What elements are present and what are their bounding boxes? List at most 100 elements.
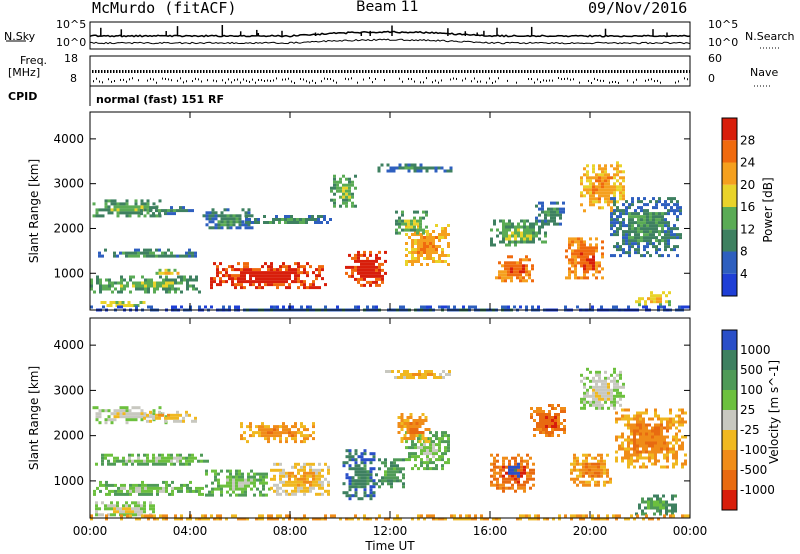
power-cell bbox=[616, 221, 619, 225]
power-cell bbox=[580, 258, 583, 262]
power-cell bbox=[401, 219, 404, 223]
power-cell bbox=[258, 268, 261, 272]
power-cell bbox=[345, 177, 348, 181]
velocity-cell bbox=[490, 453, 493, 457]
freq-mark bbox=[350, 70, 352, 73]
velocity-cell bbox=[99, 480, 102, 484]
power-cell bbox=[447, 263, 450, 266]
power-cell bbox=[177, 275, 180, 279]
velocity-cell bbox=[185, 410, 188, 414]
velocity-cell bbox=[666, 444, 669, 448]
power-cell bbox=[601, 173, 604, 177]
power-cell bbox=[270, 271, 273, 275]
freq-mark bbox=[425, 70, 427, 73]
power-cell bbox=[649, 236, 652, 240]
velocity-cell bbox=[321, 517, 324, 521]
velocity-cell bbox=[595, 373, 598, 377]
velocity-cell bbox=[372, 458, 376, 462]
nave-mark bbox=[456, 77, 457, 80]
velocity-cell bbox=[366, 458, 370, 462]
velocity-cell bbox=[191, 456, 194, 460]
velocity-cell bbox=[674, 503, 677, 507]
power-cell bbox=[174, 281, 177, 285]
velocity-cell bbox=[360, 461, 364, 465]
power-cell bbox=[357, 305, 360, 309]
freq-mark bbox=[395, 70, 397, 73]
velocity-cell bbox=[557, 434, 560, 437]
velocity-cell bbox=[156, 486, 159, 490]
velocity-cell bbox=[490, 474, 493, 478]
power-cell bbox=[589, 258, 592, 262]
velocity-cell bbox=[583, 400, 586, 404]
velocity-cell bbox=[267, 440, 270, 444]
velocity-cell bbox=[206, 459, 209, 463]
velocity-cell bbox=[294, 462, 297, 466]
power-cell bbox=[658, 233, 661, 237]
power-cell bbox=[580, 255, 583, 259]
power-cell bbox=[351, 256, 354, 260]
velocity-cell bbox=[429, 443, 432, 447]
velocity-cell bbox=[276, 517, 279, 521]
power-cell bbox=[369, 280, 372, 284]
velocity-cell bbox=[198, 492, 201, 496]
power-cell bbox=[504, 305, 507, 309]
velocity-cell bbox=[642, 438, 645, 442]
velocity-cell bbox=[447, 449, 450, 453]
power-cell bbox=[429, 233, 432, 236]
power-cell bbox=[514, 225, 517, 229]
power-cell bbox=[309, 265, 312, 269]
power-cell bbox=[441, 236, 444, 239]
velocity-cell bbox=[321, 492, 324, 496]
power-cell bbox=[299, 218, 302, 221]
nave-mark bbox=[285, 78, 286, 81]
velocity-cell bbox=[666, 420, 669, 424]
velocity-cell bbox=[654, 450, 657, 454]
power-cell bbox=[342, 174, 345, 178]
power-cell bbox=[574, 249, 577, 253]
nave-mark bbox=[684, 77, 685, 80]
power-cell bbox=[125, 205, 129, 209]
freq-mark bbox=[530, 70, 532, 73]
power-cell bbox=[589, 267, 592, 271]
velocity-cell bbox=[177, 489, 180, 493]
freq-mark bbox=[398, 70, 400, 73]
power-cell bbox=[153, 290, 156, 294]
velocity-cell bbox=[415, 431, 419, 434]
power-cell bbox=[598, 191, 601, 195]
power-cell bbox=[267, 277, 270, 281]
power-cell bbox=[243, 271, 246, 275]
velocity-cell bbox=[285, 440, 288, 444]
nave-mark bbox=[567, 77, 568, 80]
power-cell bbox=[646, 212, 649, 216]
power-cell bbox=[107, 199, 111, 203]
power-cell bbox=[529, 237, 532, 241]
velocity-colorbar-swatch bbox=[722, 410, 737, 430]
freq-mark bbox=[521, 70, 523, 73]
power-cell bbox=[613, 173, 616, 177]
velocity-cell bbox=[426, 461, 429, 465]
power-cell bbox=[507, 270, 510, 274]
freq-mark bbox=[647, 70, 649, 73]
power-cell bbox=[279, 280, 282, 284]
velocity-cell bbox=[621, 432, 624, 436]
velocity-cell bbox=[104, 453, 107, 457]
power-cell bbox=[143, 248, 146, 252]
power-cell bbox=[103, 301, 107, 304]
velocity-cell bbox=[312, 517, 315, 521]
power-cell bbox=[661, 236, 664, 240]
power-cell bbox=[568, 276, 571, 280]
velocity-cell bbox=[327, 480, 330, 484]
power-cell bbox=[655, 215, 658, 219]
velocity-cell bbox=[318, 474, 321, 478]
power-cell bbox=[339, 189, 342, 193]
power-cell bbox=[535, 219, 538, 223]
velocity-cell bbox=[427, 370, 430, 373]
velocity-cell bbox=[140, 459, 143, 463]
power-cell bbox=[360, 274, 363, 278]
velocity-cell bbox=[417, 446, 420, 450]
velocity-cell bbox=[421, 373, 424, 376]
velocity-cell bbox=[96, 486, 99, 490]
velocity-cell bbox=[529, 471, 532, 475]
velocity-cell bbox=[397, 376, 400, 379]
